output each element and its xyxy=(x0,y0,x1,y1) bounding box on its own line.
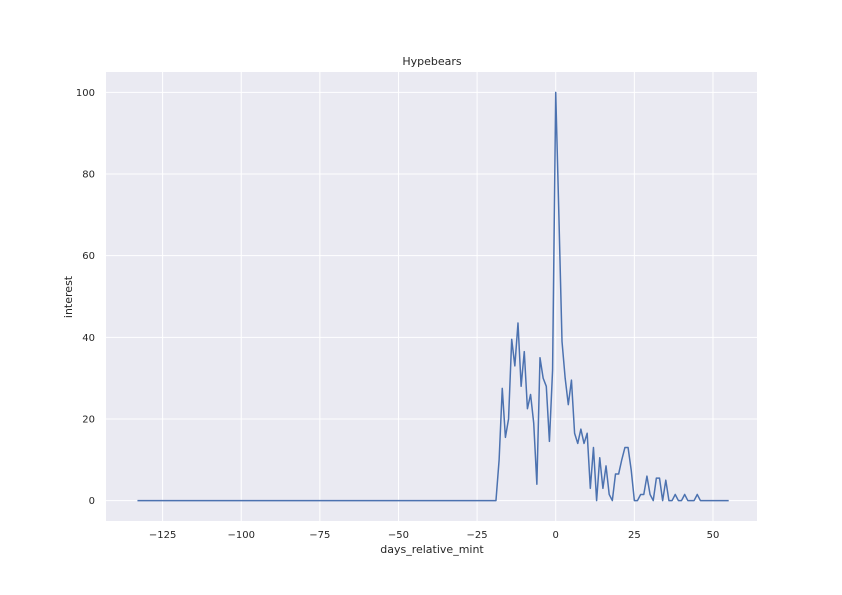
y-tick-label: 20 xyxy=(82,414,95,425)
x-tick-label: −75 xyxy=(309,530,330,541)
y-tick-label: 100 xyxy=(76,88,95,99)
x-ticks: −125 −100 −75 −50 −25 0 25 50 xyxy=(149,530,719,541)
y-tick-label: 80 xyxy=(82,170,95,181)
y-axis-label: interest xyxy=(62,275,75,318)
x-tick-label: −125 xyxy=(149,530,176,541)
x-tick-label: −25 xyxy=(467,530,488,541)
x-tick-label: 0 xyxy=(553,530,559,541)
x-tick-label: 50 xyxy=(707,530,720,541)
y-tick-label: 60 xyxy=(82,251,95,262)
y-tick-label: 0 xyxy=(89,496,95,507)
chart-title: Hypebears xyxy=(402,55,462,68)
x-tick-label: −100 xyxy=(227,530,254,541)
series-line xyxy=(137,91,729,502)
x-tick-label: −50 xyxy=(388,530,409,541)
y-ticks: 0 20 40 60 80 100 xyxy=(76,88,95,507)
x-tick-label: 25 xyxy=(628,530,641,541)
plot-area xyxy=(106,72,757,521)
x-axis-label: days_relative_mint xyxy=(380,543,484,556)
y-tick-label: 40 xyxy=(82,333,95,344)
